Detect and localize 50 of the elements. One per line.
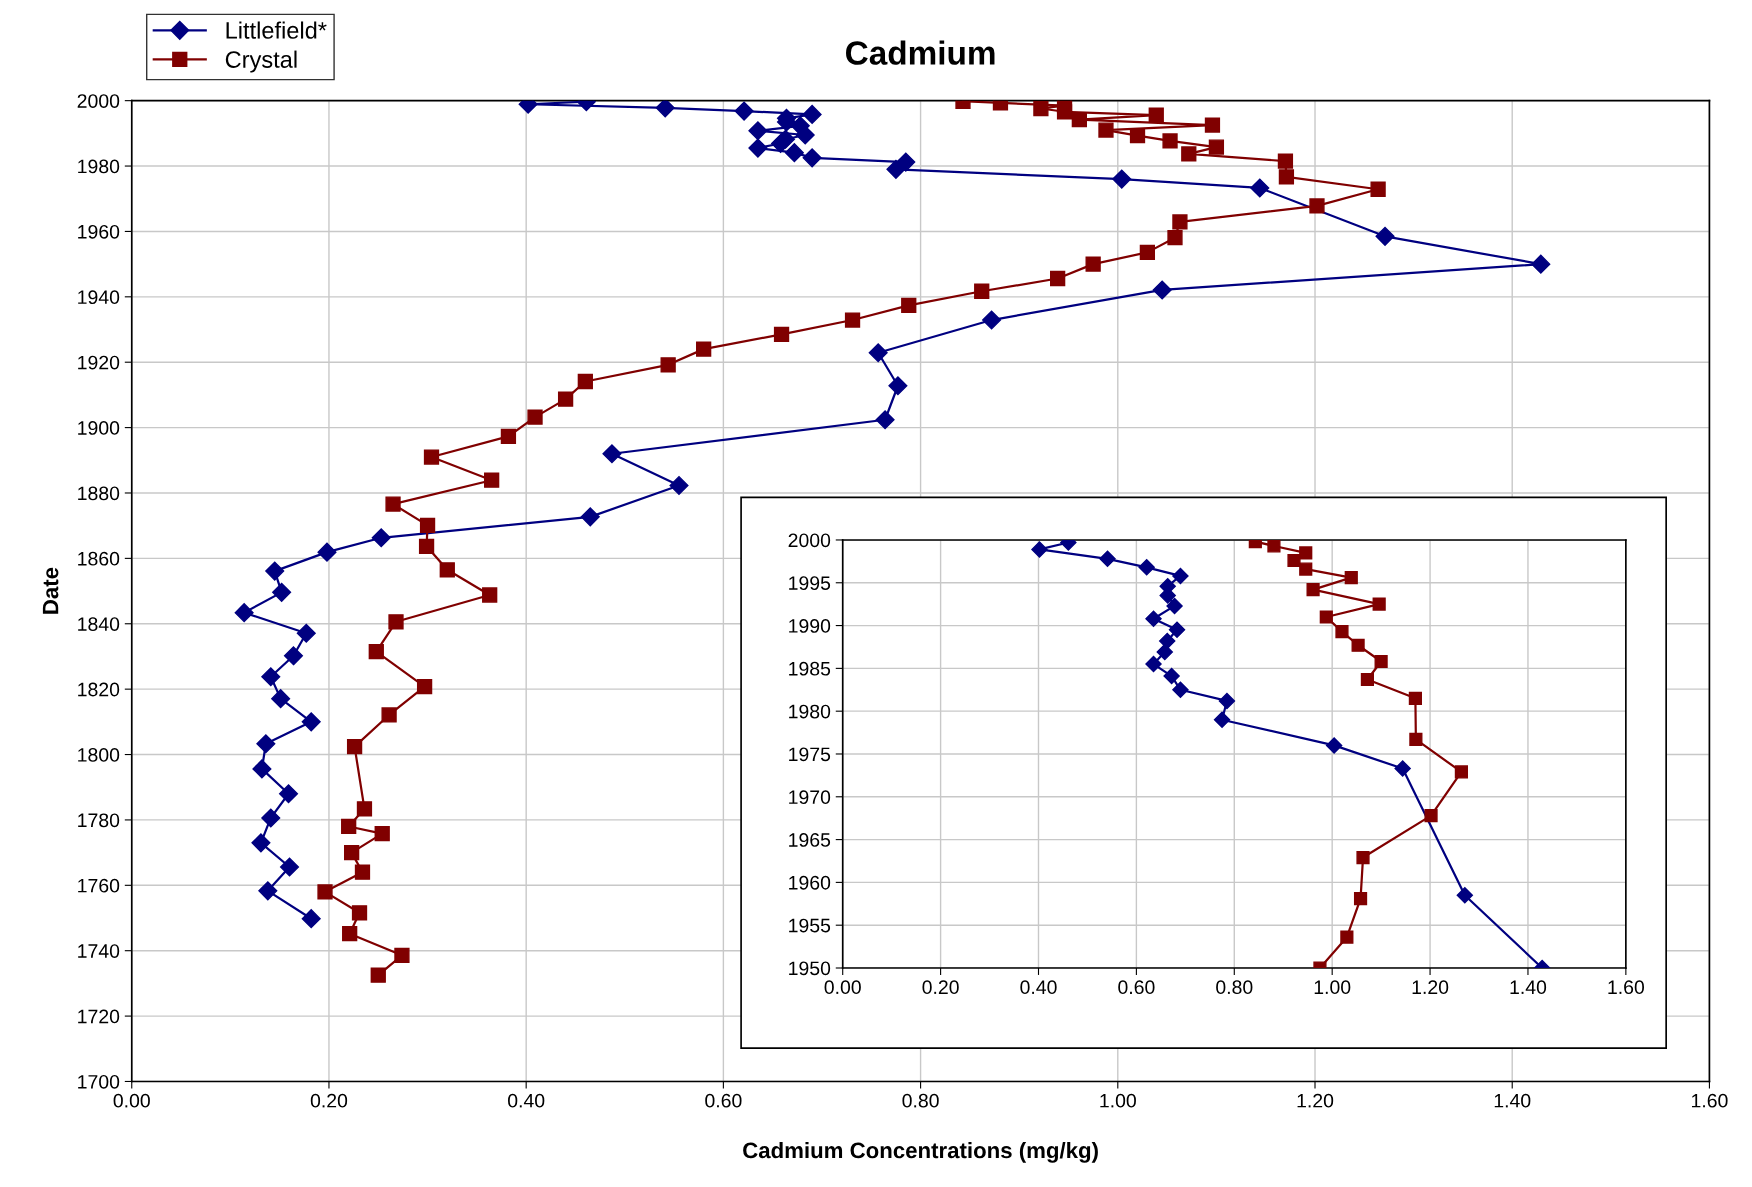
chart-title: Cadmium [846, 40, 995, 65]
y-tick-label: 1920 [78, 355, 120, 370]
x-tick-label: 0.80 [902, 1093, 939, 1108]
y-tick-label: 2000 [788, 533, 831, 548]
y-tick-label: 1760 [78, 878, 120, 893]
x-axis-title: Cadmium Concentrations (mg/kg) [743, 1141, 1098, 1163]
y-tick-label: 1820 [78, 682, 120, 697]
y-tick-label: 1740 [78, 944, 120, 958]
y-tick-label: 1965 [789, 833, 831, 847]
x-tick-label: 1.00 [1314, 980, 1351, 995]
y-tick-label: 1990 [789, 619, 831, 633]
y-tick-label: 1970 [789, 790, 831, 805]
x-tick-label: 0.20 [922, 980, 959, 995]
x-tick-label: 0.00 [824, 980, 861, 995]
y-axis-title: Date [42, 567, 59, 614]
x-tick-label: 0.60 [1118, 980, 1155, 995]
y-tick-label: 1860 [78, 551, 120, 566]
y-tick-label: 1720 [78, 1009, 120, 1024]
x-tick-label: 0.60 [705, 1093, 742, 1108]
x-tick-label: 1.40 [1510, 980, 1547, 995]
y-tick-label: 1980 [78, 159, 120, 174]
y-tick-label: 1950 [789, 961, 831, 976]
x-tick-label: 1.40 [1494, 1093, 1531, 1108]
x-tick-label: 0.40 [1020, 980, 1057, 995]
y-tick-label: 1980 [789, 704, 831, 719]
y-tick-label: 1900 [78, 421, 120, 435]
legend-label: Crystal [225, 50, 297, 73]
y-tick-label: 1995 [789, 576, 831, 591]
x-tick-label: 1.60 [1608, 980, 1645, 995]
x-tick-label: 0.00 [113, 1093, 150, 1108]
y-tick-label: 1800 [78, 748, 120, 762]
y-tick-label: 1955 [789, 918, 831, 933]
x-tick-label: 1.20 [1297, 1093, 1334, 1108]
x-tick-label: 0.80 [1216, 980, 1253, 995]
x-tick-label: 0.40 [508, 1093, 545, 1108]
y-tick-label: 1700 [78, 1074, 120, 1089]
x-tick-label: 1.00 [1100, 1093, 1136, 1108]
x-tick-label: 1.20 [1412, 980, 1449, 995]
y-tick-label: 1975 [789, 747, 831, 762]
y-tick-label: 1960 [789, 875, 831, 890]
y-tick-label: 1940 [78, 290, 120, 305]
x-tick-label: 1.60 [1691, 1093, 1728, 1108]
y-tick-label: 1780 [78, 813, 120, 828]
legend-label: Littlefield* [226, 21, 327, 39]
y-tick-label: 2000 [77, 94, 120, 108]
y-tick-label: 1880 [78, 486, 120, 501]
y-tick-label: 1960 [78, 224, 120, 239]
y-tick-label: 1985 [789, 661, 831, 676]
y-tick-label: 1840 [78, 617, 120, 631]
x-tick-label: 0.20 [310, 1093, 348, 1108]
